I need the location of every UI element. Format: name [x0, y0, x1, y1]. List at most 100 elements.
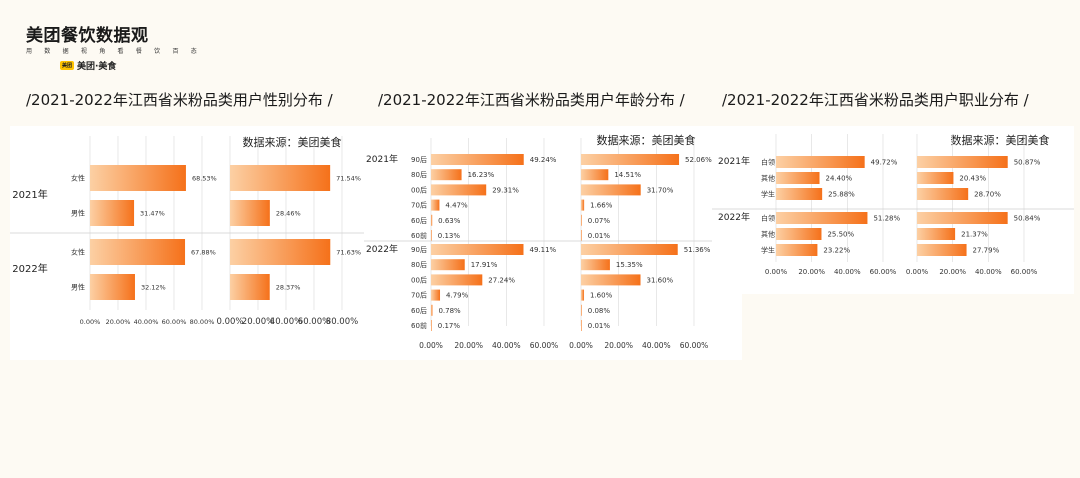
bar — [90, 274, 135, 300]
bar — [581, 244, 678, 255]
bar — [776, 244, 818, 256]
bar-data-label: 23.22% — [823, 247, 850, 255]
bar-data-label: 52.06% — [685, 156, 712, 164]
bar-data-label: 20.43% — [959, 175, 986, 183]
bar — [431, 274, 483, 286]
bar — [230, 239, 331, 265]
bar-data-label: 31.60% — [647, 276, 674, 284]
bar — [431, 169, 462, 181]
bar-data-label: 32.12% — [141, 284, 166, 292]
bar — [581, 169, 609, 181]
bar-data-label: 0.78% — [438, 307, 461, 315]
bar-data-label: 27.24% — [488, 276, 515, 284]
bar — [917, 172, 954, 184]
x-tick-label: 20.00% — [242, 317, 274, 327]
bar — [581, 184, 641, 196]
category-label: 其他 — [761, 230, 775, 239]
bar-data-label: 31.70% — [647, 186, 674, 194]
x-tick-label: 20.00% — [604, 341, 633, 350]
category-label: 90后 — [411, 155, 427, 164]
bar — [431, 230, 432, 241]
bar-data-label: 51.36% — [684, 246, 711, 254]
bar-data-label: 17.91% — [471, 261, 498, 269]
bar-data-label: 0.01% — [588, 322, 611, 330]
bar-data-label: 49.11% — [529, 246, 556, 254]
bar-data-label: 28.37% — [276, 284, 301, 292]
category-label: 70后 — [411, 291, 427, 300]
bar-data-label: 1.60% — [590, 292, 613, 300]
bar — [230, 200, 270, 226]
bar — [431, 289, 441, 301]
bar — [776, 156, 865, 168]
x-tick-label: 80.00% — [190, 318, 215, 326]
bar-data-label: 0.01% — [588, 232, 611, 240]
group-label: 2022年 — [718, 211, 750, 223]
category-label: 白领 — [761, 158, 775, 167]
category-label: 60后 — [411, 306, 427, 315]
x-tick-label: 0.00% — [80, 318, 101, 326]
bar — [917, 188, 969, 200]
bar — [917, 244, 967, 256]
x-tick-label: 20.00% — [798, 268, 825, 276]
occupation-chart-panel: 数据来源：美团美食 0.00% 20.00% 40.00% 60.00% 49.72% 24… — [712, 126, 1074, 294]
bar — [431, 199, 440, 211]
category-label: 女性 — [71, 174, 85, 183]
bar-data-label: 49.24% — [530, 156, 557, 164]
bar-data-label: 24.40% — [826, 175, 853, 183]
x-tick-label: 60.00% — [530, 341, 559, 350]
bar — [581, 320, 582, 331]
bar — [90, 165, 186, 191]
group-label: 2022年 — [366, 243, 398, 255]
bar-data-label: 0.17% — [438, 322, 461, 330]
brand-logo: 美团餐饮数据观 用 数 据 视 角 看 餐 饮 百 态 美团 美团·美食 — [26, 26, 197, 76]
group-label: 2021年 — [718, 155, 750, 167]
heading-occupation: /2021-2022年江西省米粉品类用户职业分布 / — [722, 91, 1029, 109]
bar — [581, 304, 582, 316]
x-tick-label: 0.00% — [419, 341, 443, 350]
x-tick-label: 40.00% — [642, 341, 671, 350]
bar-data-label: 51.28% — [873, 215, 900, 223]
bar-data-label: 31.47% — [140, 210, 165, 218]
data-source-label: 数据来源：美团美食 — [243, 135, 342, 149]
x-tick-label: 20.00% — [106, 318, 131, 326]
brand-title: 美团餐饮数据观 — [26, 26, 149, 46]
category-label: 学生 — [761, 190, 775, 199]
panel-background — [712, 126, 1074, 294]
bar — [431, 184, 487, 196]
x-tick-label: 60.00% — [1011, 268, 1038, 276]
bar-data-label: 67.88% — [191, 249, 216, 257]
bar-data-label: 1.66% — [590, 202, 613, 210]
bar — [431, 320, 432, 331]
bar — [581, 214, 582, 226]
bar — [581, 154, 680, 165]
bar-data-label: 49.72% — [871, 159, 898, 167]
bar — [431, 244, 524, 255]
bar-data-label: 50.84% — [1014, 215, 1041, 223]
sub-logo: 美团 美团·美食 — [60, 59, 176, 72]
bar-data-label: 71.63% — [336, 249, 361, 257]
x-tick-label: 60.00% — [680, 341, 709, 350]
bar — [230, 274, 270, 300]
category-label: 60前 — [411, 321, 427, 330]
category-label: 80后 — [411, 170, 427, 179]
category-label: 白领 — [761, 214, 775, 223]
bar-data-label: 16.23% — [468, 171, 495, 179]
bar — [230, 165, 331, 191]
x-tick-label: 0.00% — [569, 341, 593, 350]
bar-data-label: 27.79% — [973, 247, 1000, 255]
x-tick-label: 40.00% — [492, 341, 521, 350]
bar — [581, 289, 585, 301]
bar-data-label: 21.37% — [961, 231, 988, 239]
x-tick-label: 60.00% — [162, 318, 187, 326]
x-tick-label: 0.00% — [216, 317, 243, 327]
category-label: 学生 — [761, 246, 775, 255]
x-tick-label: 20.00% — [454, 341, 483, 350]
bar — [581, 274, 641, 286]
bar-data-label: 29.31% — [492, 186, 519, 194]
bar — [776, 172, 820, 184]
bar-data-label: 68.53% — [192, 175, 217, 183]
x-tick-label: 40.00% — [975, 268, 1002, 276]
group-label: 2021年 — [12, 188, 47, 201]
bar — [431, 304, 433, 316]
